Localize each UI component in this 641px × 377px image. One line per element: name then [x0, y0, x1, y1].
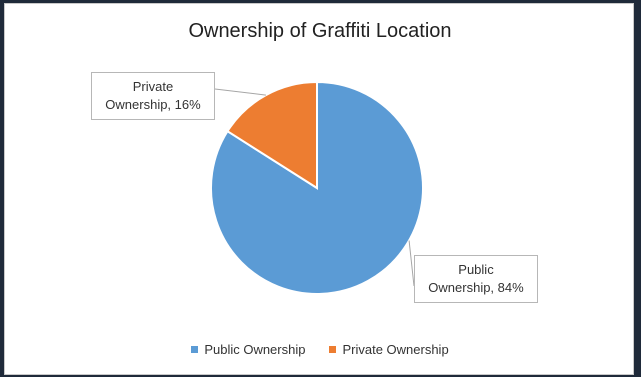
legend-item-private: Private Ownership [329, 342, 449, 357]
data-label-private-line1: Private [132, 79, 174, 94]
pie-slice-private-ownership [226, 80, 318, 190]
data-label-private-ownership: Private Ownership, 16% [91, 72, 215, 120]
pie-chart [210, 80, 424, 295]
legend-label-public: Public Ownership [204, 342, 306, 357]
pie-slice-public-ownership [210, 80, 424, 295]
legend-swatch-public [191, 346, 199, 353]
pie-slices [210, 80, 424, 295]
leader-lines [214, 88, 415, 287]
legend-label-private: Private Ownership [342, 342, 449, 357]
legend-item-public: Public Ownership [191, 342, 305, 357]
legend-swatch-private [329, 346, 337, 353]
data-label-public-ownership: Public Ownership, 84% [414, 255, 538, 303]
data-label-public-line2: Ownership, 84% [428, 280, 524, 295]
data-label-public-line1: Public [458, 262, 494, 277]
leader-line-private [214, 88, 266, 96]
chart-legend: Public Ownership Private Ownership [5, 342, 635, 357]
chart-frame: Ownership of Graffiti Location Private O… [4, 3, 634, 375]
chart-title: Ownership of Graffiti Location [188, 20, 452, 42]
data-label-private-line2: Ownership, 16% [105, 97, 201, 112]
leader-line-public [408, 240, 415, 287]
